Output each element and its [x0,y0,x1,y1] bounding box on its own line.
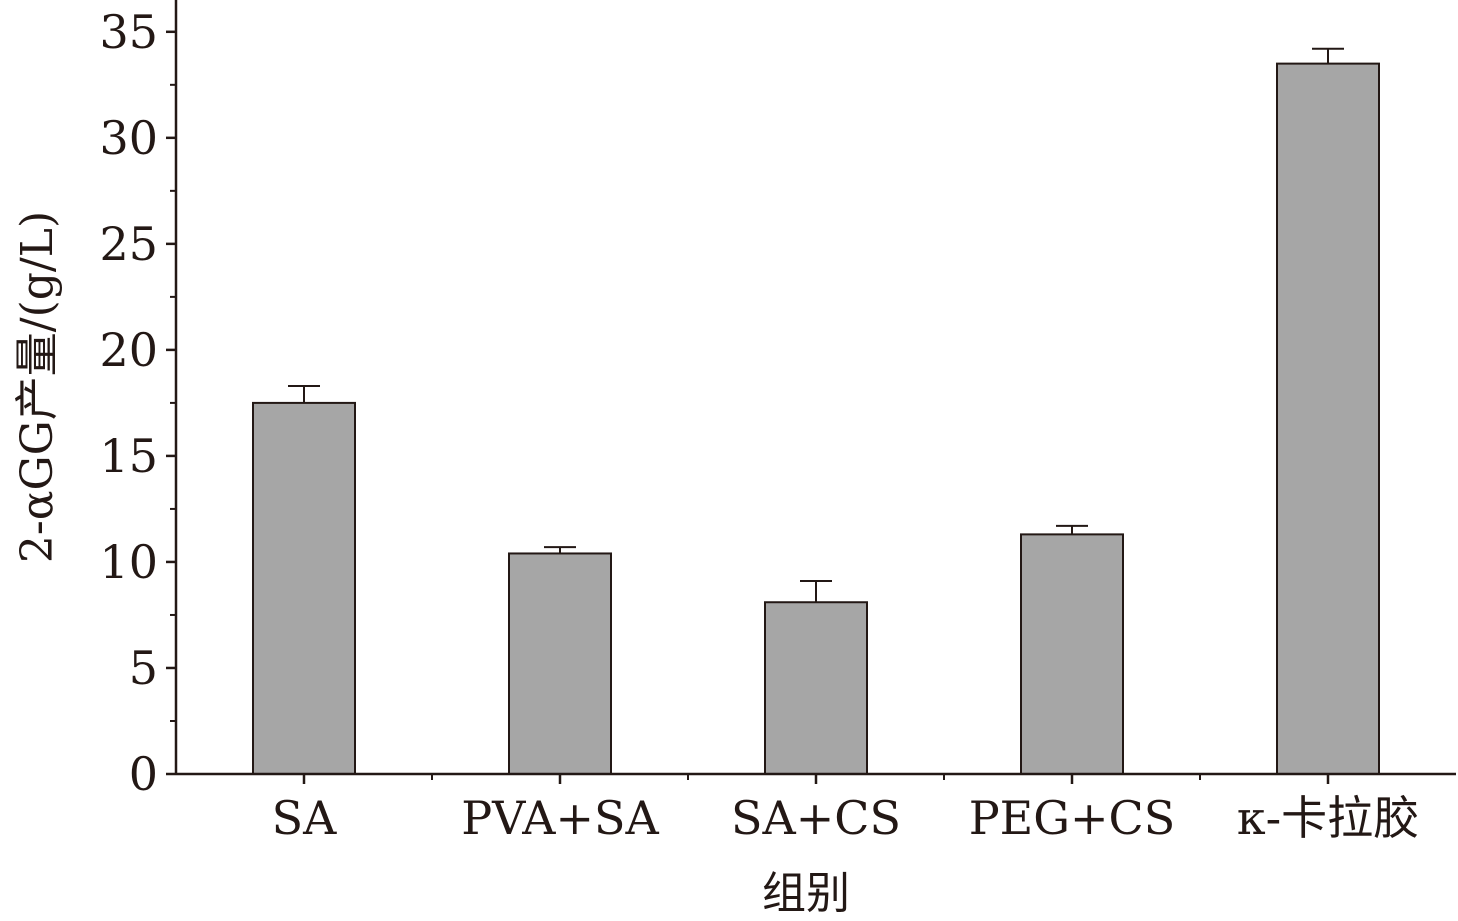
error-bars-group [288,47,1344,603]
x-tick-label-0: SA [272,791,338,845]
x-tick-label-1: PVA+SA [461,791,659,845]
x-ticks-group: SA PVA+SA SA+CS PEG+CS κ-卡拉胶 [272,774,1419,845]
bar-4 [1276,62,1380,775]
y-tick-label-0: 0 [129,747,158,801]
x-axis-title: 组别 [762,868,850,919]
y-tick-label-5: 25 [99,217,158,271]
y-tick-label-1: 5 [129,641,158,695]
y-tick-label-6: 30 [99,111,158,165]
bar-1 [508,552,612,775]
x-tick-label-3: PEG+CS [969,791,1176,845]
bar-2 [764,601,868,775]
bar-0 [252,401,356,775]
y-tick-label-3: 15 [99,429,158,483]
y-axis-title: 2-αGG产量/(g/L) [12,211,63,563]
y-tick-label-2: 10 [99,535,158,589]
y-tick-label-7: 35 [99,5,158,59]
y-ticks-group: 0 5 10 15 20 25 30 35 [99,5,176,801]
bar-3 [1020,533,1124,775]
y-tick-label-4: 20 [99,323,158,377]
x-tick-label-4: κ-卡拉胶 [1237,791,1419,845]
bars-group [252,62,1380,775]
x-tick-label-2: SA+CS [731,791,901,845]
